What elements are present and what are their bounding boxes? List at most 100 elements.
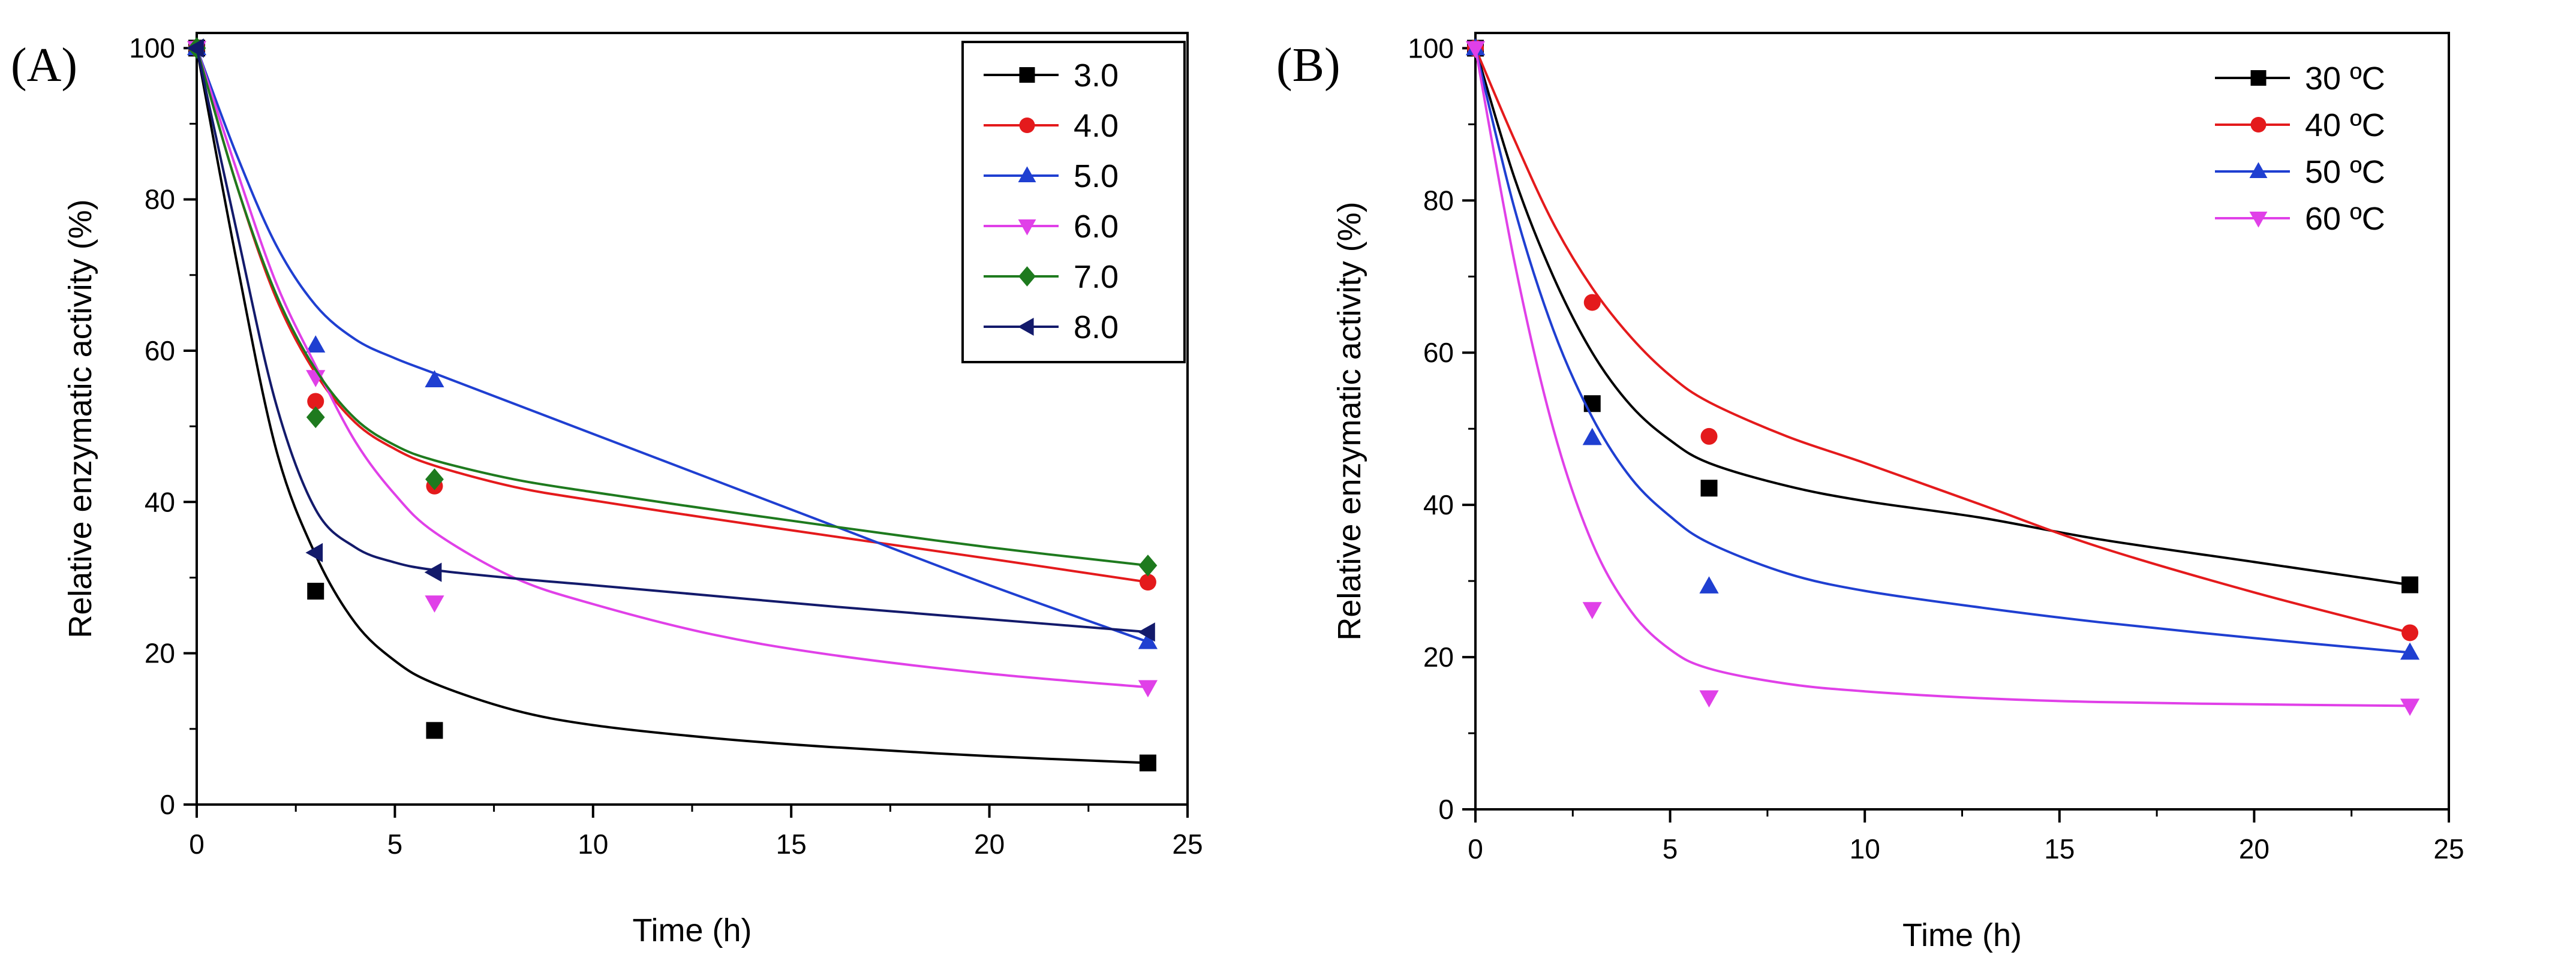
panel-label: (A) xyxy=(11,39,77,92)
y-tick-label: 0 xyxy=(160,789,175,820)
legend-label: 7.0 xyxy=(1074,259,1119,295)
x-tick-label: 15 xyxy=(2044,833,2075,864)
x-tick-label: 20 xyxy=(974,829,1005,860)
x-axis-label: Time (h) xyxy=(1902,917,2022,953)
legend-box xyxy=(961,41,1186,363)
data-point xyxy=(1699,690,1719,708)
y-tick-label: 80 xyxy=(145,184,175,215)
data-point xyxy=(425,595,444,613)
fit-line xyxy=(197,47,1149,643)
data-point xyxy=(2400,698,2420,716)
data-point xyxy=(1582,427,1602,445)
legend-marker xyxy=(1019,118,1035,133)
legend-marker xyxy=(1018,219,1036,236)
fit-line xyxy=(1475,48,2410,707)
data-point xyxy=(425,370,444,388)
x-tick-label: 10 xyxy=(1850,833,1880,864)
data-point xyxy=(1138,680,1158,698)
data-point xyxy=(306,370,326,387)
data-point xyxy=(306,335,326,353)
data-point xyxy=(1138,622,1155,642)
x-tick-label: 5 xyxy=(387,829,403,860)
legend-label: 40 ºC xyxy=(2305,107,2385,143)
y-tick-label: 0 xyxy=(1438,794,1454,825)
data-point xyxy=(1700,427,1718,445)
data-point xyxy=(1138,555,1158,577)
series-2 xyxy=(197,47,1149,643)
y-tick-label: 40 xyxy=(145,486,175,517)
data-point xyxy=(1699,576,1719,594)
legend-label: 4.0 xyxy=(1074,108,1119,144)
x-tick-label: 0 xyxy=(189,829,205,860)
legend-label: 60 ºC xyxy=(2305,201,2385,237)
x-axis-label: Time (h) xyxy=(633,912,752,948)
legend-marker xyxy=(1017,318,1034,336)
legend-label: 5.0 xyxy=(1074,158,1119,194)
x-tick-label: 25 xyxy=(1172,829,1203,860)
data-point xyxy=(187,38,204,58)
y-tick-label: 20 xyxy=(1423,641,1454,673)
data-point xyxy=(425,468,444,490)
panel-label: (B) xyxy=(1276,39,1340,92)
legend-label: 6.0 xyxy=(1074,209,1119,245)
legend: 30 ºC 40 ºC 50 ºC 60 ºC xyxy=(2215,61,2385,237)
series-1 xyxy=(1475,47,2410,634)
data-point xyxy=(1139,574,1156,591)
fit-line xyxy=(197,47,1149,764)
legend: 3.0 4.0 5.0 6.0 7.0 8.0 xyxy=(961,41,1186,363)
data-point xyxy=(1139,754,1156,772)
fit-line xyxy=(197,47,1149,634)
y-tick-label: 40 xyxy=(1423,489,1454,520)
data-point xyxy=(2401,624,2419,641)
series-0 xyxy=(197,47,1149,764)
x-tick-label: 0 xyxy=(1468,833,1483,864)
data-point xyxy=(426,722,443,739)
series-2 xyxy=(1475,47,2410,654)
x-tick-label: 20 xyxy=(2239,833,2270,864)
x-tick-label: 15 xyxy=(776,829,807,860)
legend-label: 8.0 xyxy=(1074,309,1119,345)
data-point xyxy=(2400,642,2420,660)
y-tick-label: 80 xyxy=(1423,185,1454,216)
data-point xyxy=(1700,480,1718,497)
series-3 xyxy=(1475,48,2410,707)
data-point xyxy=(2401,576,2419,594)
legend-label: 3.0 xyxy=(1074,58,1119,94)
legend-marker xyxy=(1018,166,1036,183)
y-axis-label: Relative enzymatic activity (%) xyxy=(1331,201,1367,640)
x-tick-label: 10 xyxy=(578,829,608,860)
y-tick-label: 100 xyxy=(129,32,175,64)
data-point xyxy=(1465,41,1486,59)
legend-marker xyxy=(2249,211,2268,228)
data-point xyxy=(305,543,323,562)
fit-line xyxy=(1475,47,2410,634)
series-0 xyxy=(1475,47,2410,586)
data-point xyxy=(307,583,324,600)
data-point xyxy=(424,562,442,582)
x-tick-label: 25 xyxy=(2433,833,2464,864)
data-point xyxy=(1138,631,1158,649)
fit-line xyxy=(1475,47,2410,586)
series-5 xyxy=(197,47,1149,634)
data-point xyxy=(1583,294,1601,311)
data-point xyxy=(306,406,325,429)
legend-marker xyxy=(2250,70,2267,86)
series-3 xyxy=(197,47,1149,689)
plot-frame xyxy=(1474,32,2450,811)
legend-marker xyxy=(1018,266,1036,287)
fit-line xyxy=(197,47,1149,567)
panel-a: 0 5 10 15 20 25 0 20 40 60 80 100 Time (h) Relative e… xyxy=(11,32,1203,948)
y-tick-label: 20 xyxy=(145,638,175,669)
data-point xyxy=(1582,602,1602,619)
x-tick-label: 5 xyxy=(1663,833,1678,864)
panel-b: 0 5 10 15 20 25 0 20 40 60 80 100 Time (h) Relative e… xyxy=(1276,32,2464,953)
legend-marker xyxy=(2249,162,2268,179)
y-axis-label: Relative enzymatic activity (%) xyxy=(62,199,98,638)
y-tick-label: 60 xyxy=(145,335,175,366)
legend-label: 30 ºC xyxy=(2305,61,2385,97)
y-tick-label: 60 xyxy=(1423,337,1454,368)
legend-label: 50 ºC xyxy=(2305,154,2385,190)
legend-marker xyxy=(2250,117,2267,132)
series-4 xyxy=(197,47,1149,567)
